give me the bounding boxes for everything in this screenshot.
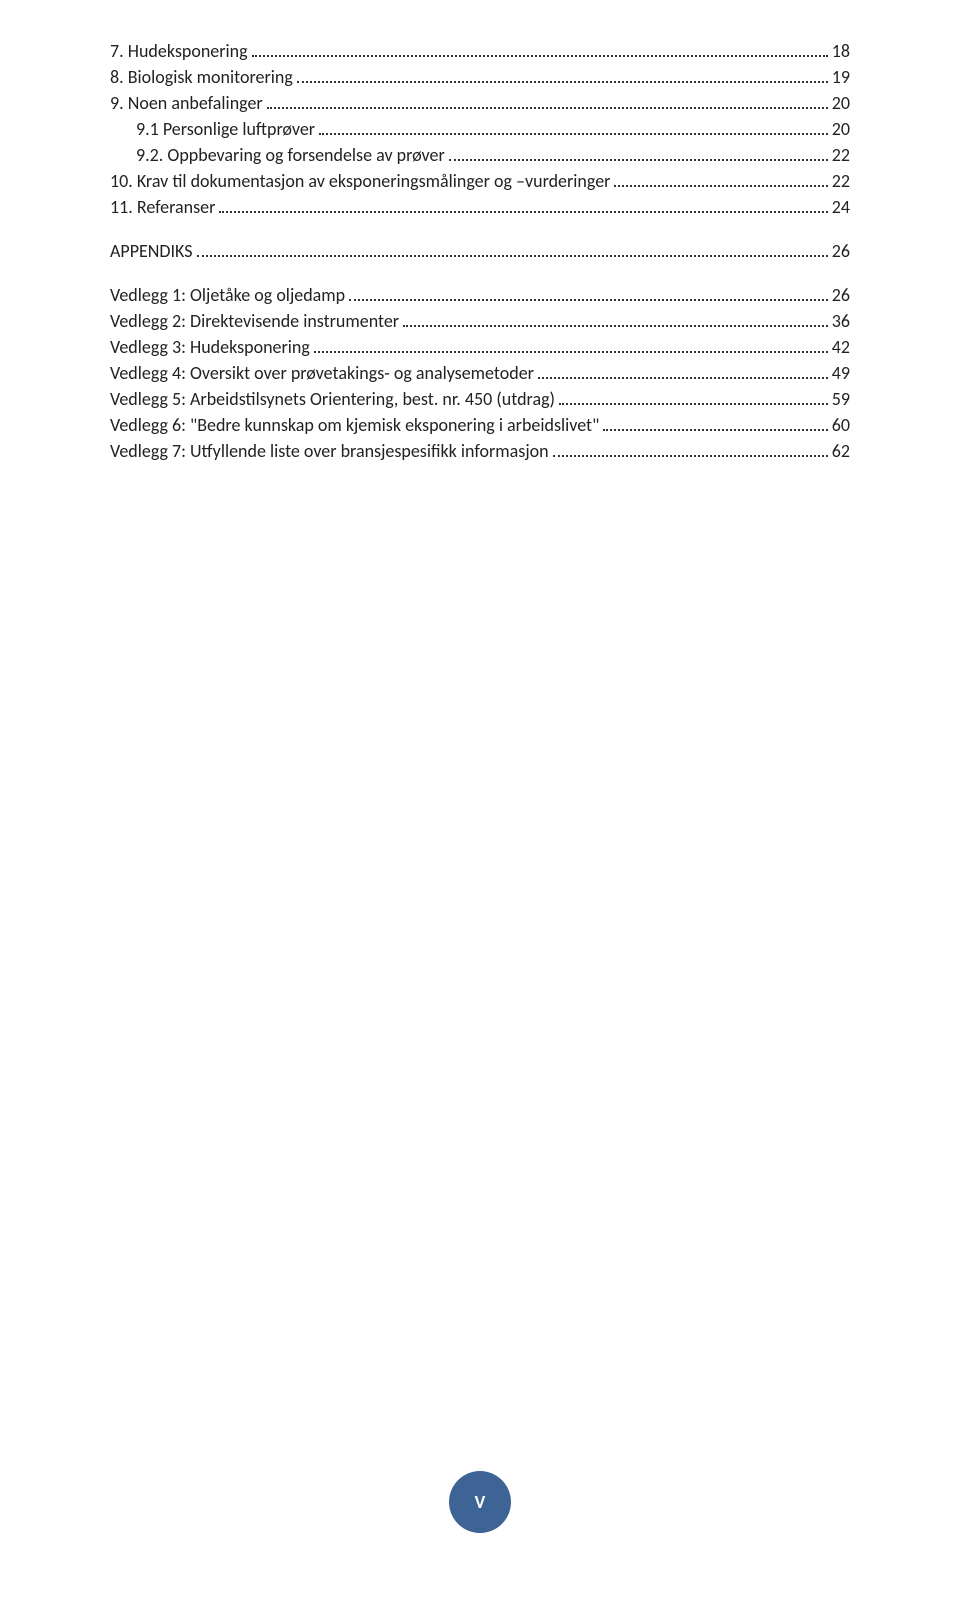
toc-leader-dots	[449, 147, 828, 161]
toc-entry-label: 8. Biologisk monitorering	[110, 66, 293, 88]
toc-entry-label: APPENDIKS	[110, 240, 193, 262]
toc-leader-dots	[614, 173, 827, 187]
toc-entry-page: 42	[832, 336, 850, 358]
toc-entry-label: 11. Referanser	[110, 196, 215, 218]
toc-entry[interactable]: Vedlegg 4: Oversikt over prøvetakings- o…	[110, 362, 850, 384]
toc-entry-label: 9. Noen anbefalinger	[110, 92, 263, 114]
toc-entry-page: 19	[832, 66, 850, 88]
toc-entry-page: 59	[832, 388, 850, 410]
toc-entry-page: 62	[832, 440, 850, 462]
toc-entry-page: 60	[832, 414, 850, 436]
toc-entry-page: 26	[832, 284, 850, 306]
toc-entry[interactable]: 10. Krav til dokumentasjon av eksponerin…	[110, 170, 850, 192]
toc-leader-dots	[297, 69, 828, 83]
toc-entry[interactable]: 11. Referanser 24	[110, 196, 850, 218]
toc-leader-dots	[319, 121, 828, 135]
toc-entry-page: 26	[832, 240, 850, 262]
toc-entry-label: Vedlegg 4: Oversikt over prøvetakings- o…	[110, 362, 534, 384]
toc-entry-label: Vedlegg 1: Oljetåke og oljedamp	[110, 284, 345, 306]
toc-entry-label: Vedlegg 3: Hudeksponering	[110, 336, 310, 358]
toc-leader-dots	[553, 443, 828, 457]
toc-entry[interactable]: Vedlegg 1: Oljetåke og oljedamp 26	[110, 284, 850, 306]
toc-entry-page: 49	[832, 362, 850, 384]
toc-entry[interactable]: Vedlegg 6: "Bedre kunnskap om kjemisk ek…	[110, 414, 850, 436]
toc-leader-dots	[197, 243, 828, 257]
toc-leader-dots	[219, 199, 827, 213]
toc-entry-page: 22	[832, 170, 850, 192]
toc-entry[interactable]: Vedlegg 2: Direktevisende instrumenter 36	[110, 310, 850, 332]
toc-entry-label: Vedlegg 6: "Bedre kunnskap om kjemisk ek…	[110, 414, 599, 436]
toc-entry-label: 7. Hudeksponering	[110, 40, 248, 62]
page-number-badge: V	[449, 1471, 511, 1533]
toc-leader-dots	[252, 43, 828, 57]
toc-entry[interactable]: 9.1 Personlige luftprøver 20	[110, 118, 850, 140]
toc-entry[interactable]: Vedlegg 5: Arbeidstilsynets Orientering,…	[110, 388, 850, 410]
toc-entry-label: Vedlegg 5: Arbeidstilsynets Orientering,…	[110, 388, 555, 410]
toc-entry-page: 18	[832, 40, 850, 62]
toc-entry[interactable]: APPENDIKS 26	[110, 240, 850, 262]
toc-entry[interactable]: Vedlegg 7: Utfyllende liste over bransje…	[110, 440, 850, 462]
toc-leader-dots	[538, 365, 828, 379]
toc-entry-page: 36	[832, 310, 850, 332]
toc-leader-dots	[267, 95, 828, 109]
table-of-contents: 7. Hudeksponering 18 8. Biologisk monitore…	[110, 40, 850, 462]
toc-entry[interactable]: 7. Hudeksponering 18	[110, 40, 850, 62]
toc-entry[interactable]: Vedlegg 3: Hudeksponering 42	[110, 336, 850, 358]
toc-leader-dots	[314, 339, 828, 353]
toc-entry-label: Vedlegg 2: Direktevisende instrumenter	[110, 310, 399, 332]
toc-entry-label: 9.2. Oppbevaring og forsendelse av prøve…	[136, 144, 445, 166]
page-number-text: V	[475, 1491, 486, 1513]
toc-entry-label: 9.1 Personlige luftprøver	[136, 118, 315, 140]
toc-leader-dots	[349, 287, 828, 301]
toc-entry-page: 22	[832, 144, 850, 166]
toc-entry[interactable]: 9.2. Oppbevaring og forsendelse av prøve…	[110, 144, 850, 166]
toc-entry-page: 24	[832, 196, 850, 218]
toc-entry[interactable]: 8. Biologisk monitorering 19	[110, 66, 850, 88]
toc-entry-label: Vedlegg 7: Utfyllende liste over bransje…	[110, 440, 549, 462]
toc-leader-dots	[403, 313, 828, 327]
toc-entry-page: 20	[832, 92, 850, 114]
toc-leader-dots	[603, 417, 827, 431]
toc-entry-label: 10. Krav til dokumentasjon av eksponerin…	[110, 170, 610, 192]
toc-entry[interactable]: 9. Noen anbefalinger 20	[110, 92, 850, 114]
toc-entry-page: 20	[832, 118, 850, 140]
toc-leader-dots	[559, 391, 828, 405]
